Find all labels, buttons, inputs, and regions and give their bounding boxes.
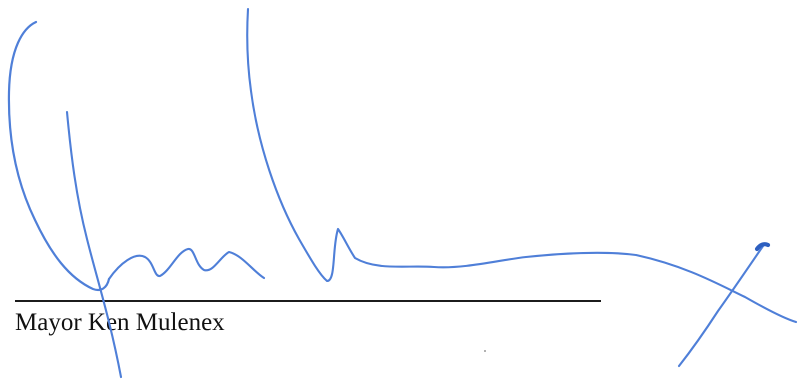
signature-strokes	[7, 7, 798, 379]
signature-stroke-en-waves	[107, 247, 266, 281]
signature-stroke-cross-x	[677, 244, 765, 368]
signature-ink-dot	[754, 242, 771, 252]
signature-stroke-tall-m	[246, 7, 798, 324]
signature-line	[15, 300, 601, 302]
signer-name: Mayor Ken Mulenex	[15, 309, 225, 336]
signature-stroke-left-loop	[7, 20, 111, 292]
signature-stroke-k-stem	[65, 110, 123, 379]
scan-speck	[484, 350, 486, 352]
